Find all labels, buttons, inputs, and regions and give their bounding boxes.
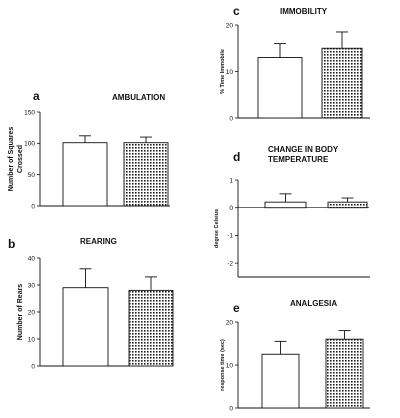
panel-title: ANALGESIA — [290, 299, 337, 308]
y-tick-label: 20 — [226, 22, 234, 29]
panel-letter: d — [233, 150, 240, 164]
bar-stippled — [321, 47, 363, 119]
bar-open — [261, 353, 300, 409]
panel-letter: c — [233, 4, 240, 18]
chart-panel-b: b REARING 0 10 20 30 40 Number of Rears — [8, 237, 174, 370]
y-tick-label: 0 — [229, 405, 233, 412]
y-tick-label: 0 — [31, 203, 35, 210]
bar-open — [257, 57, 303, 119]
y-tick-label: 40 — [28, 255, 36, 262]
y-tick-label: 0 — [31, 363, 35, 370]
panel-letter: a — [33, 89, 40, 103]
y-tick-label: 0 — [229, 205, 233, 212]
chart-panel-c: c IMMOBILITY 0 10 20 % Time Immobile — [220, 4, 370, 122]
bar-stippled — [128, 289, 174, 367]
y-tick-label: 20 — [226, 319, 234, 326]
chart-panel-a: a AMBULATION 0 50 100 150 Number of Squares Cro… — [8, 89, 170, 210]
y-axis-label: % Time Immobile — [220, 49, 226, 94]
panel-title: CHANGE IN BODY — [268, 145, 339, 154]
y-tick-label: 30 — [28, 282, 36, 289]
panel-letter: e — [233, 301, 240, 315]
y-axis-label: response time (sec) — [220, 339, 226, 391]
chart-panel-e: e ANALGESIA 0 10 20 response time (sec) — [220, 299, 370, 412]
bar-open — [264, 201, 307, 209]
bar-stippled — [325, 338, 364, 409]
y-tick-label: 20 — [28, 309, 36, 316]
y-tick-label: 10 — [226, 362, 234, 369]
bar-stippled — [123, 142, 169, 207]
panel-title: AMBULATION — [112, 93, 165, 102]
panel-title: REARING — [80, 237, 117, 246]
panel-letter: b — [8, 237, 15, 251]
y-axis-label: Number of Rears — [17, 284, 24, 341]
y-tick-label: 1 — [229, 177, 233, 184]
y-tick-label: 150 — [24, 109, 35, 116]
y-axis-label-line2: Crossed — [17, 145, 24, 173]
y-axis-label: Number of Squares — [8, 127, 15, 192]
bar-open — [62, 142, 108, 207]
y-tick-label: 100 — [24, 141, 35, 148]
panel-title: IMMOBILITY — [280, 7, 328, 16]
bar-stippled — [327, 201, 368, 209]
y-tick-label: 0 — [229, 115, 233, 122]
y-tick-label: -2 — [227, 260, 233, 267]
y-tick-label: 50 — [28, 172, 36, 179]
bar-open — [62, 287, 109, 367]
y-axis-label: degree Celsius — [214, 209, 220, 248]
y-tick-label: 10 — [226, 69, 234, 76]
panel-title: TEMPERATURE — [268, 155, 329, 164]
y-tick-label: 10 — [28, 336, 36, 343]
y-tick-label: -1 — [227, 233, 233, 240]
